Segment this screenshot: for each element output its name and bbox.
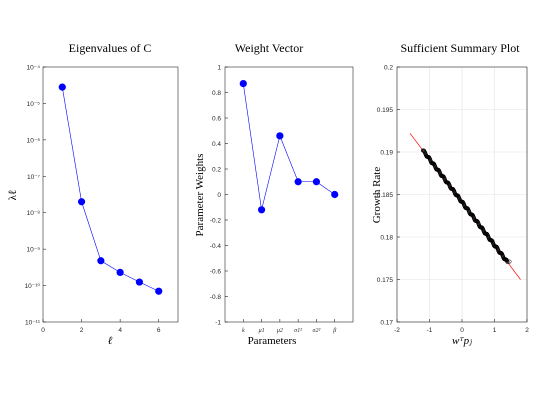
- y-tick-label: -0.8: [210, 294, 222, 301]
- x-tick-label: 6: [157, 327, 161, 334]
- data-point: [312, 178, 321, 186]
- x-tick-label: 1: [493, 327, 497, 334]
- data-point: [155, 287, 163, 295]
- panel3-xlabel: wᵀpⱼ: [452, 335, 472, 347]
- data-point: [257, 206, 266, 214]
- x-tick-label: k: [242, 328, 245, 334]
- x-tick-label: 4: [118, 327, 122, 334]
- panel3-ylabel: Growth Rate: [371, 167, 383, 224]
- y-tick-label: 10⁻⁹: [27, 247, 41, 254]
- y-tick-label: 0.17: [380, 320, 393, 327]
- panel-sufficient-summary: Sufficient Summary Plot wᵀpⱼ Growth Rate…: [371, 41, 529, 347]
- y-tick-label: -1: [215, 320, 221, 327]
- y-tick-label: 10⁻⁴: [27, 65, 41, 72]
- data-point: [505, 259, 510, 265]
- x-tick-label: 0: [460, 327, 464, 334]
- x-tick-label: μ2: [277, 328, 283, 334]
- y-tick-label: 0.175: [377, 277, 394, 284]
- panel-weight-vector: Weight Vector Parameters Parameter Weigh…: [194, 41, 354, 347]
- y-tick-label: 0.195: [377, 107, 394, 114]
- y-tick-label: 0.185: [377, 192, 394, 199]
- y-tick-label: 10⁻¹⁰: [25, 283, 41, 290]
- y-tick-label: 0.6: [212, 116, 221, 123]
- panel2-title: Weight Vector: [235, 41, 303, 55]
- data-point: [239, 79, 247, 88]
- panel1-data: [58, 83, 163, 295]
- data-point: [77, 198, 86, 206]
- panel-eigenvalues: Eigenvalues of C ℓ λℓ 10⁻¹¹ 10⁻¹⁰ 10⁻⁹ 10⁻⁸…: [7, 41, 179, 347]
- data-point: [97, 257, 105, 265]
- x-tick-label: 2: [80, 327, 84, 334]
- panel3-axes: 0.17 0.175 0.18 0.185 0.19 0.195 0.2 -2 -1 0 1 2: [377, 65, 529, 335]
- y-tick-label: -0.4: [210, 243, 222, 250]
- y-tick-label: 10⁻⁶: [27, 137, 41, 144]
- x-tick-label: -2: [394, 327, 400, 334]
- panel1-axes: 10⁻¹¹ 10⁻¹⁰ 10⁻⁹ 10⁻⁸ 10⁻⁷ 10⁻⁶ 10⁻⁵ 10⁻⁴ 0 2 4 6: [25, 65, 179, 334]
- y-tick-label: -0.6: [210, 269, 222, 276]
- x-tick-label: 0: [41, 327, 45, 334]
- x-tick-label: β: [332, 328, 336, 334]
- panel1-title: Eigenvalues of C: [69, 41, 152, 55]
- x-tick-label: σ1²: [294, 328, 302, 334]
- panel2-data: [239, 79, 339, 214]
- y-tick-label: 0.2: [384, 65, 393, 72]
- data-point: [436, 168, 441, 173]
- panel3-title: Sufficient Summary Plot: [400, 41, 520, 55]
- y-tick-label: 10⁻¹¹: [25, 320, 41, 327]
- data-point: [331, 190, 339, 199]
- x-tick-label: σ2²: [313, 328, 321, 334]
- series-line: [242, 83, 335, 210]
- y-tick-label: 0.8: [212, 90, 221, 97]
- data-point: [294, 178, 302, 186]
- y-tick-label: 0.18: [380, 235, 393, 242]
- data-point: [276, 132, 284, 140]
- y-tick-label: 10⁻⁸: [27, 210, 41, 217]
- panel3-data: [409, 133, 521, 280]
- y-tick-label: 1: [217, 65, 221, 72]
- y-tick-label: 0.4: [212, 141, 221, 148]
- data-point: [507, 259, 512, 264]
- data-point: [465, 206, 470, 211]
- y-tick-label: 0: [217, 192, 221, 199]
- panel2-axes: -1 -0.8 -0.6 -0.4 -0.2 0 0.2 0.4 0.6 0.8 1 k μ1 μ2 σ1²…: [210, 65, 354, 334]
- axes-box: [42, 66, 179, 323]
- x-tick-label: μ1: [259, 328, 265, 334]
- data-point: [135, 278, 144, 286]
- y-tick-label: 10⁻⁷: [27, 174, 41, 181]
- data-point: [116, 268, 124, 276]
- panel2-ylabel: Parameter Weights: [194, 154, 206, 237]
- y-tick-label: -0.2: [210, 218, 222, 225]
- panel1-ylabel: λℓ: [7, 190, 19, 201]
- data-point: [58, 83, 66, 91]
- panel2-xlabel: Parameters: [248, 335, 297, 347]
- data-point: [494, 244, 499, 250]
- y-tick-label: 0.2: [212, 167, 221, 174]
- panel1-xlabel: ℓ: [108, 335, 113, 347]
- series-line: [61, 87, 159, 292]
- y-tick-label: 0.19: [380, 150, 393, 157]
- x-tick-label: -1: [427, 327, 433, 334]
- y-tick-label: 10⁻⁵: [27, 101, 41, 108]
- x-tick-label: 2: [525, 327, 529, 334]
